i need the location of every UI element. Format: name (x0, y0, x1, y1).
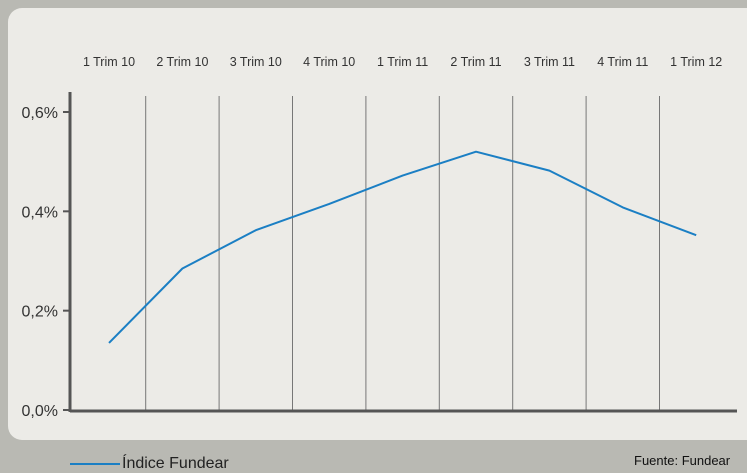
chart-panel (8, 8, 747, 440)
legend: Índice Fundear (70, 455, 229, 473)
x-tick-label: 3 Trim 10 (230, 55, 282, 69)
x-tick-label: 4 Trim 11 (597, 55, 648, 69)
x-tick-label: 3 Trim 11 (524, 55, 575, 69)
y-tick-label: 0,4% (22, 204, 58, 221)
y-tick-label: 0,0% (22, 403, 58, 420)
tick-labels: 0,0% 0,2% 0,4% 0,6% 1 Trim 10 2 Trim 10 3 Trim… (22, 55, 723, 420)
gridlines (145, 96, 660, 410)
x-tick-label: 1 Trim 10 (83, 55, 135, 69)
y-tick-label: 0,6% (22, 105, 58, 122)
series-layer (108, 150, 697, 344)
series-line (108, 150, 697, 344)
axes (63, 92, 737, 413)
legend-label: Índice Fundear (122, 455, 229, 472)
y-tick-label: 0,2% (22, 304, 58, 321)
x-tick-label: 4 Trim 10 (303, 55, 355, 69)
legend-swatch (70, 463, 120, 465)
x-tick-label: 2 Trim 11 (450, 55, 501, 69)
x-tick-label: 1 Trim 12 (670, 55, 722, 69)
source-note: Fuente: Fundear (634, 453, 731, 468)
x-tick-label: 1 Trim 11 (377, 55, 428, 69)
x-tick-label: 2 Trim 10 (156, 55, 208, 69)
